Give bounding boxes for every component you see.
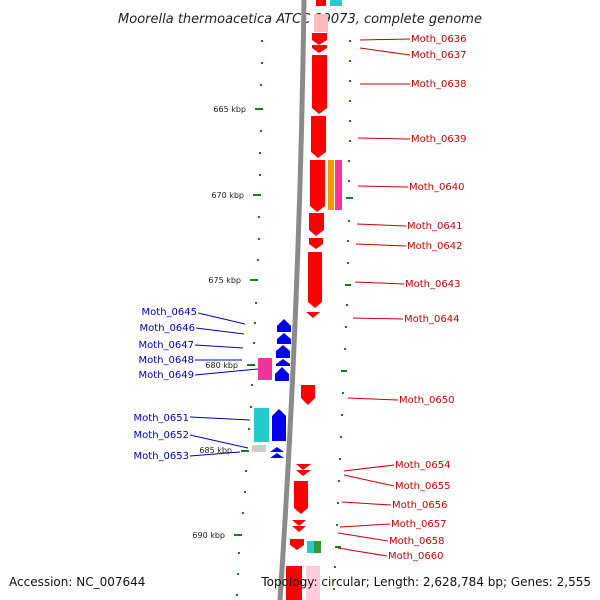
gene-label-moth-0644: Moth_0644 — [404, 314, 459, 325]
tick-label-690: 690 kbp — [192, 531, 225, 540]
gene-label-moth-0636: Moth_0636 — [411, 34, 466, 45]
gene-arrow-moth-0658 — [290, 539, 304, 550]
gene-arrow-moth-0649 — [275, 367, 289, 381]
gene-label-moth-0650: Moth_0650 — [399, 395, 454, 406]
genome-summary: Topology: circular; Length: 2,628,784 bp… — [260, 575, 591, 589]
gene-arrow-moth-0641 — [309, 213, 324, 236]
gene-arrow-moth-0655 — [296, 470, 311, 476]
outer-ring-right — [333, 40, 353, 590]
gene-feature-top-pink — [314, 14, 328, 32]
tick-675 — [250, 279, 258, 281]
gene-feature-top-cyan — [330, 0, 342, 6]
gene-label-moth-0645: Moth_0645 — [142, 307, 197, 318]
gene-label-moth-0641: Moth_0641 — [407, 221, 462, 232]
accession-label: Accession: NC_007644 — [9, 575, 145, 589]
gene-arrow-moth-0636 — [312, 33, 327, 45]
forward-gene-label-text: Moth_0636 Moth_0637 Moth_0638 Moth_0639 … — [388, 34, 466, 562]
gene-arrow-moth-0657 — [292, 520, 306, 526]
gene-arrow-moth-0644 — [306, 312, 320, 318]
gene-label-moth-0637: Moth_0637 — [411, 50, 466, 61]
gene-arrow-moth-0656 — [294, 481, 308, 514]
gene-label-moth-0658: Moth_0658 — [389, 536, 444, 547]
gene-feature-green-small — [314, 541, 321, 553]
gene-feature-bottom-red — [286, 566, 302, 600]
gene-arrow-moth-0650 — [301, 385, 315, 405]
forward-gene-labels — [337, 38, 411, 557]
gene-feature-orange — [328, 160, 334, 210]
gene-arrow-moth-0640 — [310, 160, 325, 212]
gene-arrow-moth-0651 — [272, 409, 286, 441]
gene-arrow-moth-0647 — [276, 345, 290, 358]
gene-label-moth-0639: Moth_0639 — [411, 134, 466, 145]
gene-label-moth-0654: Moth_0654 — [395, 460, 450, 471]
tick-665 — [255, 108, 263, 110]
map-title: Moorella thermoacetica ATCC 39073, compl… — [118, 12, 482, 27]
gene-arrow-moth-0653 — [270, 453, 284, 458]
outer-ring-left — [236, 40, 263, 596]
gene-arrow-moth-0642 — [309, 238, 323, 249]
gene-label-moth-0657: Moth_0657 — [391, 519, 446, 530]
gene-feature-magenta — [335, 160, 342, 210]
tick-680 — [247, 364, 255, 366]
gene-label-moth-0653: Moth_0653 — [134, 451, 189, 462]
gene-label-moth-0649: Moth_0649 — [139, 370, 194, 381]
gene-arrow-moth-0654 — [296, 464, 311, 470]
gene-feature-bottom-pink — [306, 566, 320, 600]
forward-strand-features — [286, 0, 342, 600]
gene-arrow-moth-0638 — [312, 55, 327, 114]
reverse-gene-label-text: Moth_0645 Moth_0646 Moth_0647 Moth_0648 … — [134, 307, 197, 462]
genome-backbone — [277, 0, 307, 600]
gene-arrow-moth-0639 — [311, 116, 326, 158]
tick-670 — [253, 194, 261, 196]
gene-label-moth-0660: Moth_0660 — [388, 551, 443, 562]
gene-arrow-moth-0652 — [270, 447, 284, 452]
gene-arrow-moth-0648 — [276, 359, 290, 366]
gene-arrow-moth-0646 — [277, 333, 291, 344]
tick-690 — [234, 534, 242, 536]
tick-label-665: 665 kbp — [213, 105, 246, 114]
gene-label-moth-0648: Moth_0648 — [139, 355, 194, 366]
gene-arrow-moth-0637 — [312, 45, 327, 53]
reverse-strand-features — [252, 319, 291, 458]
reverse-gene-labels — [189, 312, 259, 457]
gene-label-moth-0652: Moth_0652 — [134, 430, 189, 441]
tick-685 — [241, 450, 249, 452]
gene-label-moth-0638: Moth_0638 — [411, 79, 466, 90]
gene-label-moth-0643: Moth_0643 — [405, 279, 460, 290]
gene-arrow-moth-0657b — [292, 526, 306, 532]
gene-feature-top-red — [316, 0, 326, 6]
gene-label-moth-0640: Moth_0640 — [409, 182, 464, 193]
scale-ticks: 665 kbp 670 kbp 675 kbp 680 kbp 685 kbp … — [192, 105, 263, 540]
tick-label-670: 670 kbp — [211, 191, 244, 200]
gene-feature-magenta-rev — [258, 358, 272, 380]
gene-label-moth-0656: Moth_0656 — [392, 500, 447, 511]
tick-label-675: 675 kbp — [208, 276, 241, 285]
tick-label-685: 685 kbp — [199, 446, 232, 455]
tick-label-680: 680 kbp — [205, 361, 238, 370]
gene-label-moth-0642: Moth_0642 — [407, 241, 462, 252]
gene-label-moth-0651: Moth_0651 — [134, 413, 189, 424]
gene-label-moth-0655: Moth_0655 — [395, 481, 450, 492]
gene-arrow-moth-0643 — [308, 252, 322, 308]
gene-feature-cyan-small — [307, 541, 314, 553]
gene-label-moth-0647: Moth_0647 — [139, 340, 194, 351]
gene-feature-cyan-rev — [254, 408, 269, 442]
gene-label-moth-0646: Moth_0646 — [140, 323, 195, 334]
gene-feature-grey-rev — [252, 445, 266, 452]
gene-arrow-moth-0645 — [277, 319, 291, 332]
